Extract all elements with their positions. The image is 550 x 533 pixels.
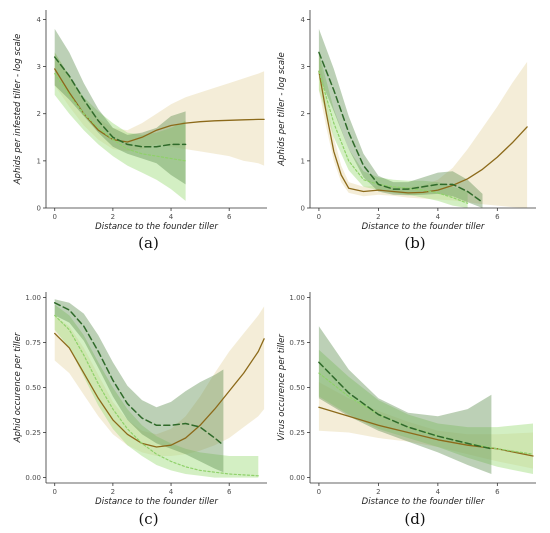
confidence-band-c-dotted (54, 304, 259, 478)
panel-label: (c) (138, 510, 158, 528)
y-tick-label: 0.50 (25, 384, 41, 392)
series-line-b-dashed (318, 51, 484, 204)
series-line-c-dashed (53, 302, 225, 446)
confidence-band-b-dashed (318, 28, 483, 209)
panel-b: 0 1 2 3 4 0 2 4 6 Distance to the founder tiller A… (277, 10, 536, 252)
confidence-band-c-dashed (54, 299, 224, 473)
y-tick-label: 0.00 (289, 474, 305, 482)
series-line-a-solid (54, 68, 265, 143)
confidence-band-b-solid (318, 52, 528, 209)
confidence-band-b-dotted (318, 52, 468, 209)
series-line-c-solid (54, 332, 265, 448)
x-axis-label: Distance to the founder tiller (95, 497, 218, 507)
y-tick-label: 1.00 (25, 294, 41, 302)
series-line-a-dashed (53, 56, 187, 148)
confidence-band-d-dotted (318, 349, 533, 474)
y-axis-label: Aphids per infested tiller - log scale (13, 34, 23, 186)
x-tick-label: 2 (376, 213, 380, 221)
y-tick-label: 0.75 (25, 339, 41, 347)
x-tick-label: 0 (317, 213, 321, 221)
panel-label: (a) (138, 234, 159, 252)
y-tick-label: 3 (37, 63, 41, 71)
confidence-band-a-dotted (54, 52, 186, 201)
y-tick-label: 1 (37, 157, 41, 165)
y-tick-label: 2 (37, 110, 41, 118)
x-tick-label: 6 (495, 213, 500, 221)
y-tick-label: 0 (37, 205, 41, 213)
y-axis-label: Aphid occurence per tiller (13, 332, 23, 443)
panel-label: (b) (404, 234, 425, 252)
y-tick-label: 1.00 (289, 294, 305, 302)
series-line-c-dotted (54, 314, 259, 477)
x-tick-label: 4 (436, 213, 441, 221)
y-axis-label: Aphids per tiller - log scale (277, 52, 287, 166)
x-tick-label: 0 (317, 488, 321, 496)
confidence-band-a-dashed (54, 28, 186, 185)
panel-label: (d) (404, 510, 425, 528)
x-tick-label: 4 (436, 488, 441, 496)
x-tick-label: 0 (52, 488, 56, 496)
x-tick-label: 4 (169, 213, 174, 221)
y-tick-label: 4 (301, 16, 306, 24)
panel-d: 0.00 0.25 0.50 0.75 1.00 0 2 4 6 Distance to the … (277, 292, 536, 528)
y-tick-label: 3 (301, 63, 305, 71)
confidence-band-d-dashed (318, 326, 492, 474)
y-tick-label: 0.25 (25, 429, 41, 437)
panel-c: 0.00 0.25 0.50 0.75 1.00 0 2 4 6 Distance to the … (13, 292, 267, 528)
y-tick-label: 4 (37, 16, 42, 24)
y-tick-label: 0.25 (289, 429, 305, 437)
x-tick-label: 0 (52, 213, 56, 221)
x-axis-label: Distance to the founder tiller (95, 222, 218, 232)
y-tick-label: 0.75 (289, 339, 305, 347)
x-tick-label: 2 (111, 488, 115, 496)
y-tick-label: 1 (301, 157, 305, 165)
x-tick-label: 6 (495, 488, 500, 496)
series-line-d-dashed (318, 361, 493, 450)
y-axis-label: Virus occurence per tiller (277, 334, 287, 441)
y-tick-label: 0.50 (289, 384, 305, 392)
y-tick-label: 2 (301, 110, 305, 118)
series-line-b-dotted (318, 70, 469, 204)
x-tick-label: 2 (111, 213, 115, 221)
x-tick-label: 2 (376, 488, 380, 496)
x-tick-label: 6 (227, 213, 232, 221)
y-tick-label: 0 (301, 205, 305, 213)
x-tick-label: 6 (227, 488, 232, 496)
y-tick-label: 0.00 (25, 474, 41, 482)
panel-a: 0 1 2 3 4 0 2 4 6 Distance to the founder tiller A… (13, 10, 267, 252)
x-axis-label: Distance to the founder tiller (362, 497, 485, 507)
x-axis-label: Distance to the founder tiller (362, 222, 485, 232)
x-tick-label: 4 (169, 488, 174, 496)
series-line-a-dotted (54, 72, 187, 162)
series-line-b-solid (318, 70, 528, 194)
